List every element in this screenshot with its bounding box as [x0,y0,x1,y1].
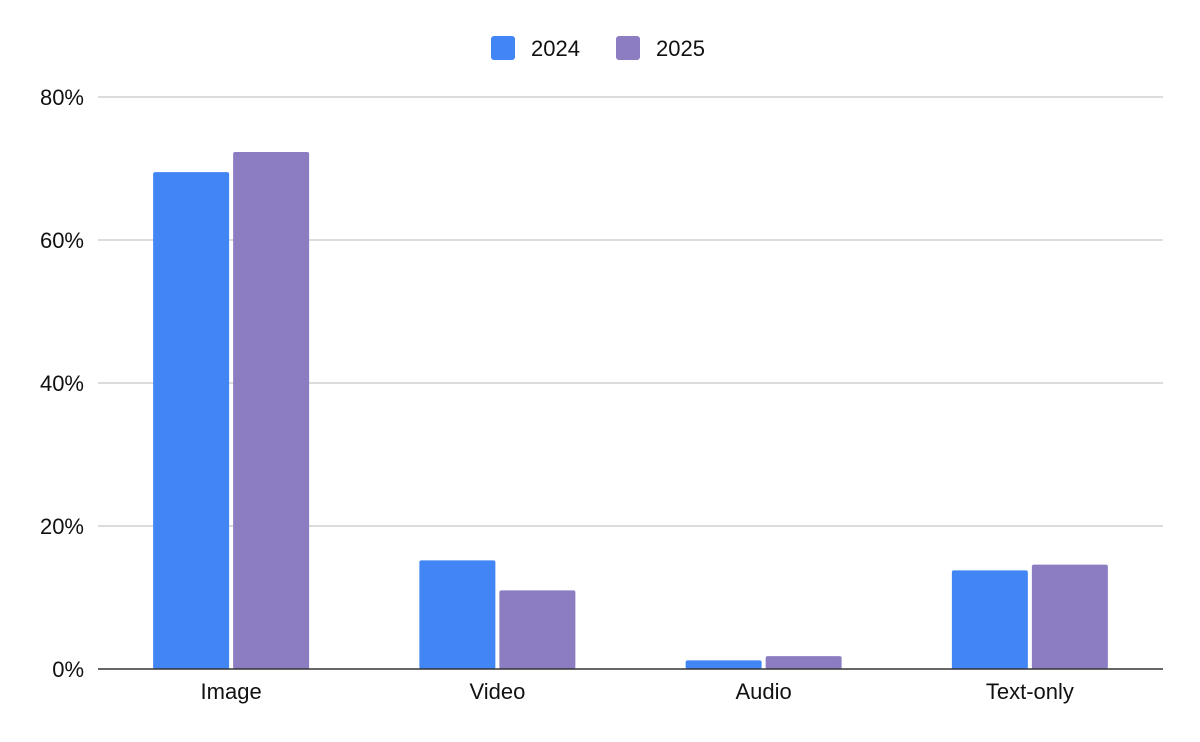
y-tick-label: 60% [40,228,84,253]
legend-swatch-2024 [491,36,515,60]
legend-label: 2025 [656,36,705,61]
legend-label: 2024 [531,36,580,61]
bar-2024-audio [685,660,762,669]
x-category-label: Text-only [986,679,1074,704]
bar-2024-text-only [951,570,1028,669]
bars [153,152,1108,669]
y-axis: 0% 20% 40% 60% 80% [40,85,84,682]
bar-2025-video [499,590,576,669]
bar-2025-text-only [1031,564,1108,669]
legend: 2024 2025 [491,36,705,61]
bar-2024-image [153,172,230,669]
bar-2025-audio [765,656,842,669]
bar-2025-image [233,152,310,669]
bar-2024-video [419,560,496,669]
y-tick-label: 80% [40,85,84,110]
x-category-label: Video [469,679,525,704]
y-tick-label: 40% [40,371,84,396]
legend-swatch-2025 [616,36,640,60]
y-tick-label: 0% [52,657,84,682]
x-axis: Image Video Audio Text-only [98,668,1163,704]
x-category-label: Image [201,679,262,704]
x-category-label: Audio [735,679,791,704]
y-tick-label: 20% [40,514,84,539]
